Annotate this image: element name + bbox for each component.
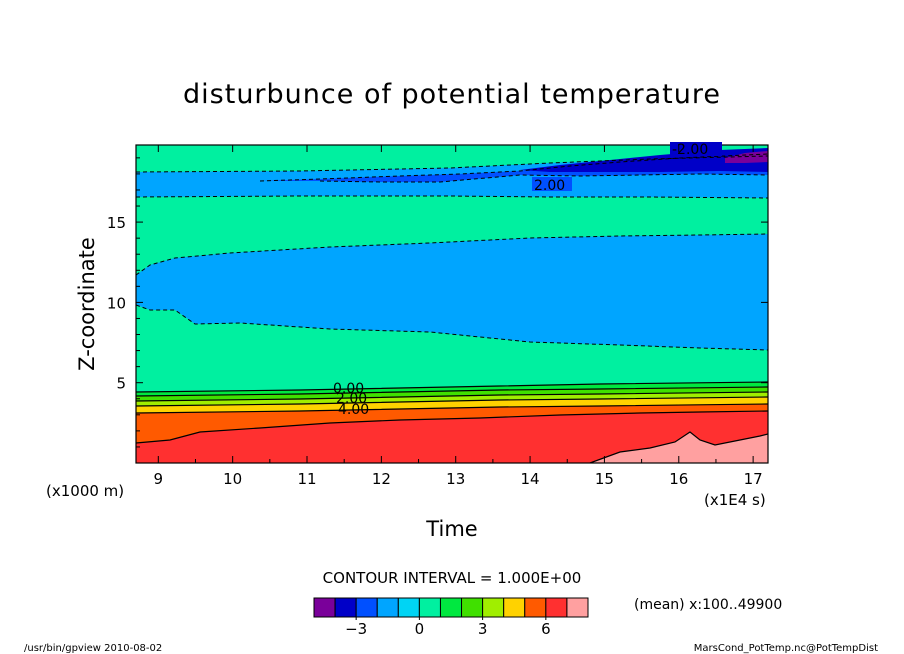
colorbar-swatch (482, 597, 505, 618)
colorbar-tick-label: 6 (541, 620, 551, 638)
x-tick-label: 13 (446, 470, 465, 488)
x-axis-label: Time (425, 517, 477, 541)
plot-frame (135, 144, 769, 464)
colorbar-swatch (313, 597, 336, 618)
contour-label: 2.00 (534, 178, 565, 194)
colorbar-swatch (397, 597, 420, 618)
x-tick-label: 12 (372, 470, 391, 488)
x-tick-label: 11 (297, 470, 316, 488)
colorbar-tick-label: 3 (478, 620, 488, 638)
x-tick-label: 14 (521, 470, 540, 488)
colorbar-swatch (376, 597, 399, 618)
chart-title: disturbunce of potential temperature (183, 79, 721, 110)
y-tick-label: 15 (107, 214, 126, 232)
colorbar-swatch (524, 597, 547, 618)
plot-area (136, 145, 768, 463)
y-axis-label: Z-coordinate (75, 237, 99, 371)
colorbar-ticks: −3 0 3 6 (345, 617, 551, 638)
colorbar-swatch (439, 597, 463, 618)
band-sky-mid (136, 234, 768, 350)
x-axis-unit: (x1E4 s) (704, 491, 766, 509)
footer-right: MarsCond_PotTemp.nc@PotTempDist (694, 643, 878, 654)
x-tick-label: 9 (154, 470, 164, 488)
x-tick-label: 17 (744, 470, 763, 488)
band-pink (590, 432, 768, 463)
contour-label: 4.00 (338, 402, 369, 418)
x-tick-label: 16 (669, 470, 688, 488)
colorbar-tick-label: 0 (415, 620, 425, 638)
colorbar (313, 597, 589, 618)
contour-interval-text: CONTOUR INTERVAL = 1.000E+00 (323, 569, 582, 587)
y-axis: 5 10 15 (107, 157, 768, 448)
subset-text: (mean) x:100..49900 (634, 597, 782, 613)
contour-label: 0.00 (333, 381, 364, 397)
negative-contours (136, 153, 768, 351)
colorbar-swatch (418, 597, 441, 618)
x-tick-label: 15 (595, 470, 614, 488)
positive-contours (136, 381, 768, 463)
y-axis-unit: (x1000 m) (46, 482, 124, 500)
colorbar-swatch (355, 597, 378, 618)
colorbar-swatch (503, 597, 526, 618)
band-deep-red (136, 411, 768, 463)
y-tick-label: 5 (116, 375, 126, 393)
colorbar-swatch (461, 597, 484, 618)
x-tick-label: 10 (223, 470, 242, 488)
colorbar-tick-label: −3 (345, 620, 367, 638)
colorbar-swatch (566, 597, 589, 618)
colorbar-swatch (545, 597, 568, 618)
colorbar-swatch (334, 597, 357, 618)
contour-label: 2.00 (336, 391, 367, 407)
y-tick-label: 10 (107, 294, 126, 312)
footer-left: /usr/bin/gpview 2010-08-02 (24, 643, 162, 654)
contour-label-group: -2.00 2.00 0.00 2.00 4.00 (333, 142, 722, 418)
x-axis: 9 10 11 12 13 14 15 16 17 (154, 145, 763, 488)
contour-label: -2.00 (672, 142, 708, 158)
